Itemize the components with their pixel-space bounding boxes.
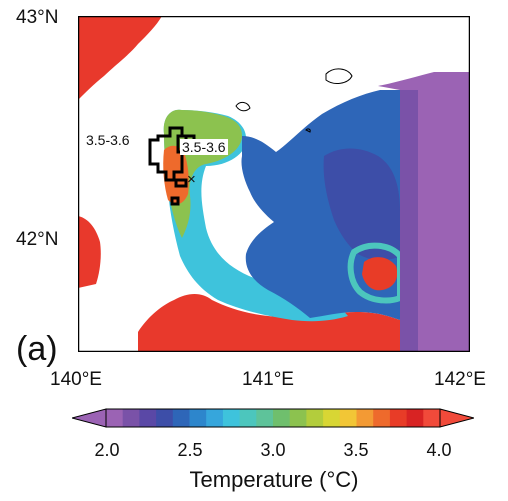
lat-label-42n: 42°N [16, 229, 59, 250]
colorbar-tick: 2.0 [94, 440, 120, 460]
colorbar-swatch [306, 409, 324, 427]
sea-open [241, 90, 400, 320]
colorbar-swatch [423, 409, 441, 427]
colorbar-swatch [373, 409, 391, 427]
colorbar-swatch [172, 409, 190, 427]
colorbar-extend-low [72, 408, 107, 428]
colorbar-extend-high [439, 408, 474, 428]
lon-label-142e: 142°E [434, 369, 486, 390]
colorbar-swatch [222, 409, 241, 427]
island-outline [305, 128, 311, 133]
colorbar-tick: 2.5 [177, 440, 203, 460]
temperature-map [78, 16, 470, 352]
land-south-east [308, 312, 400, 352]
island-outline [235, 101, 251, 112]
colorbar-title: Temperature (°C) [189, 467, 359, 492]
sea-warm-eddy [362, 257, 398, 291]
map-frame [78, 16, 470, 352]
contour-annotation-left: 3.5-3.6 [86, 132, 130, 148]
land-west [78, 216, 101, 288]
colorbar-swatch [256, 409, 274, 427]
island-outline [325, 68, 353, 84]
contour-line [170, 196, 180, 206]
colorbar-tick: 3.5 [343, 440, 369, 460]
panel-label: (a) [16, 330, 58, 368]
colorbar-swatch [273, 409, 291, 427]
colorbar-swatch [139, 409, 157, 427]
contour-line [174, 178, 188, 188]
colorbar-tick: 3.0 [260, 440, 286, 460]
colorbar-swatch [189, 409, 207, 427]
colorbar-frame [105, 408, 441, 428]
colorbar-swatch [122, 409, 140, 427]
station-marker: × [187, 171, 196, 188]
colorbar-swatch [289, 409, 307, 427]
sea-open-dark [323, 148, 400, 261]
colorbar-swatch [323, 409, 341, 427]
land-south [138, 294, 328, 352]
colorbar-swatch [156, 409, 174, 427]
contour-line [148, 126, 196, 182]
contour-annotation-right: 3.5-3.6 [180, 139, 228, 155]
colorbar-tick: 4.0 [426, 440, 452, 460]
colorbar [72, 408, 474, 428]
colorbar-swatch [406, 409, 424, 427]
lon-label-141e: 141°E [242, 369, 294, 390]
lat-label-43n: 43°N [16, 7, 59, 28]
colorbar-swatch [106, 409, 124, 427]
colorbar-swatch [356, 409, 374, 427]
colorbar-swatch [239, 409, 257, 427]
colorbar-swatch [339, 409, 357, 427]
lon-label-140e: 140°E [50, 369, 102, 390]
sea-eddy-ring [347, 242, 403, 304]
land-northwest [78, 16, 162, 100]
colorbar-swatch [389, 409, 408, 427]
colorbar-swatch [206, 409, 224, 427]
sea-east-purple2 [400, 90, 418, 352]
